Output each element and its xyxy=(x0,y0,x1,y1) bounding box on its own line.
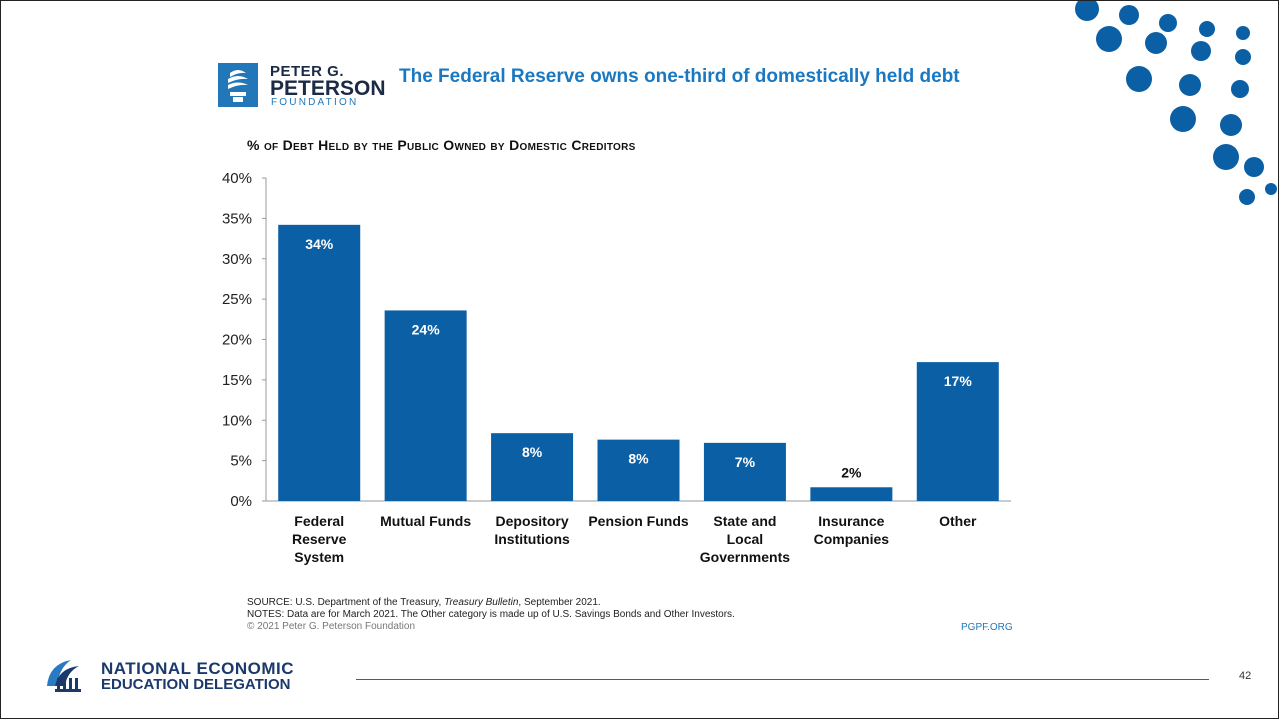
decorative-dot xyxy=(1096,26,1122,52)
decorative-dot xyxy=(1145,32,1167,54)
x-tick-label: Federal Reserve System xyxy=(292,513,347,565)
decorative-dot xyxy=(1235,49,1251,65)
decorative-dot xyxy=(1179,74,1201,96)
y-tick-label: 25% xyxy=(222,291,252,308)
y-tick-label: 20% xyxy=(222,332,252,349)
bar xyxy=(810,487,893,501)
decorative-dot xyxy=(1213,144,1239,170)
bar xyxy=(491,433,574,501)
decorative-dots xyxy=(1075,1,1277,205)
y-tick-label: 40% xyxy=(222,170,252,187)
source-prefix: SOURCE: U.S. Department of the Treasury, xyxy=(247,597,445,608)
chart-title: % of Debt Held by the Public Owned by Do… xyxy=(247,137,636,153)
slide-number: 42 xyxy=(1239,670,1252,682)
bar-value-label: 7% xyxy=(735,454,756,470)
bar xyxy=(703,442,786,501)
bar xyxy=(278,224,361,501)
decorative-dot xyxy=(1191,41,1211,61)
org-name-line1: NATIONAL ECONOMIC xyxy=(101,659,294,678)
peterson-foundation-logo: PETER G. PETERSON FOUNDATION xyxy=(218,63,390,109)
x-tick-label: Mutual Funds xyxy=(380,513,471,529)
decorative-dot xyxy=(1075,1,1099,21)
org-name-line2: EDUCATION DELEGATION xyxy=(101,676,291,693)
x-tick-label: Other xyxy=(939,513,977,529)
copyright-text: © 2021 Peter G. Peterson Foundation xyxy=(247,621,416,632)
site-link[interactable]: PGPF.ORG xyxy=(961,622,1013,633)
decorative-dot xyxy=(1159,14,1177,32)
bar xyxy=(916,362,999,501)
source-suffix: , September 2021. xyxy=(518,597,601,608)
bar-value-label: 24% xyxy=(412,321,441,337)
torch-logo-icon xyxy=(218,63,258,107)
decorative-dot xyxy=(1239,189,1255,205)
decorative-dot xyxy=(1244,157,1264,177)
y-tick-label: 10% xyxy=(222,412,252,429)
bar-value-label: 2% xyxy=(841,464,862,480)
y-tick-label: 30% xyxy=(222,251,252,268)
footer-notes: SOURCE: U.S. Department of the Treasury,… xyxy=(247,597,735,633)
x-tick-label: Insurance Companies xyxy=(814,513,890,547)
bar-value-label: 17% xyxy=(944,373,973,389)
logo-line3: FOUNDATION xyxy=(271,97,359,108)
decorative-dot xyxy=(1236,26,1250,40)
bar-value-label: 34% xyxy=(305,236,334,252)
y-tick-label: 5% xyxy=(230,453,252,470)
bar xyxy=(384,310,467,501)
decorative-dot xyxy=(1199,21,1215,37)
decorative-dot xyxy=(1126,66,1152,92)
bar-value-label: 8% xyxy=(628,451,649,467)
decorative-dot xyxy=(1119,5,1139,25)
x-tick-label: State and Local Governments xyxy=(700,513,790,565)
bar-value-label: 8% xyxy=(522,444,543,460)
bar xyxy=(597,439,680,501)
bar-chart: 0% 5% 10% 15% 20% 25% 30% 35% 40% 34% Federal Reser… xyxy=(222,170,1011,565)
decorative-dot xyxy=(1170,106,1196,132)
decorative-dot xyxy=(1265,183,1277,195)
source-note: SOURCE: U.S. Department of the Treasury,… xyxy=(247,597,735,609)
decorative-dot xyxy=(1220,114,1242,136)
y-tick-label: 15% xyxy=(222,372,252,389)
decorative-dot xyxy=(1231,80,1249,98)
x-tick-label: Pension Funds xyxy=(588,513,689,529)
notes-text: NOTES: Data are for March 2021. The Othe… xyxy=(247,609,735,620)
slide-title: The Federal Reserve owns one-third of do… xyxy=(399,66,960,87)
y-tick-label: 0% xyxy=(230,493,252,510)
source-publication: Treasury Bulletin xyxy=(444,597,519,608)
logo-line1: PETER G. xyxy=(270,63,345,80)
logo-line2: PETERSON xyxy=(270,77,386,100)
capitol-icon xyxy=(47,660,81,692)
y-tick-label: 35% xyxy=(222,210,252,227)
x-tick-label: Depository Institutions xyxy=(494,513,570,547)
footer-divider xyxy=(356,679,1209,680)
